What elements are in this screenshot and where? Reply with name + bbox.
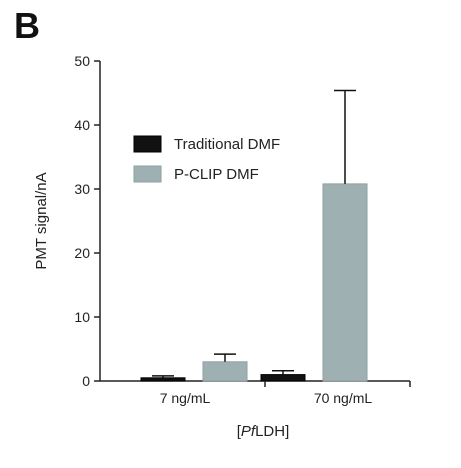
x-axis-label-italic: Pf <box>241 423 257 440</box>
bar-p-clip-dmf <box>322 183 368 382</box>
bar-traditional-dmf <box>140 377 186 382</box>
y-tick-label: 0 <box>82 373 90 389</box>
legend-swatch <box>133 135 162 153</box>
x-axis-label-prefix: [ <box>237 423 242 440</box>
legend-label: P-CLIP DMF <box>174 166 259 183</box>
y-tick-label: 20 <box>74 245 90 261</box>
legend: Traditional DMF P-CLIP DMF <box>133 135 280 183</box>
y-tick-label: 30 <box>74 181 90 197</box>
legend-label: Traditional DMF <box>174 136 280 153</box>
x-ticks: 7 ng/mL 70 ng/mL <box>160 381 411 406</box>
y-ticks: 0 10 20 30 40 50 <box>74 53 100 389</box>
x-tick-label: 70 ng/mL <box>314 390 373 406</box>
bar-traditional-dmf <box>260 374 306 382</box>
bars <box>140 183 368 382</box>
x-axis-label: [PfLDH] <box>237 423 290 440</box>
legend-swatch <box>133 165 162 183</box>
bar-p-clip-dmf <box>202 361 248 382</box>
y-tick-label: 10 <box>74 309 90 325</box>
error-bars <box>152 89 356 378</box>
y-tick-label: 40 <box>74 117 90 133</box>
x-tick-label: 7 ng/mL <box>160 390 211 406</box>
y-tick-label: 50 <box>74 53 90 69</box>
y-axis-label: PMT signal/nA <box>33 172 50 269</box>
x-axis-label-suffix: LDH] <box>255 423 289 440</box>
panel-label: B <box>14 5 40 46</box>
